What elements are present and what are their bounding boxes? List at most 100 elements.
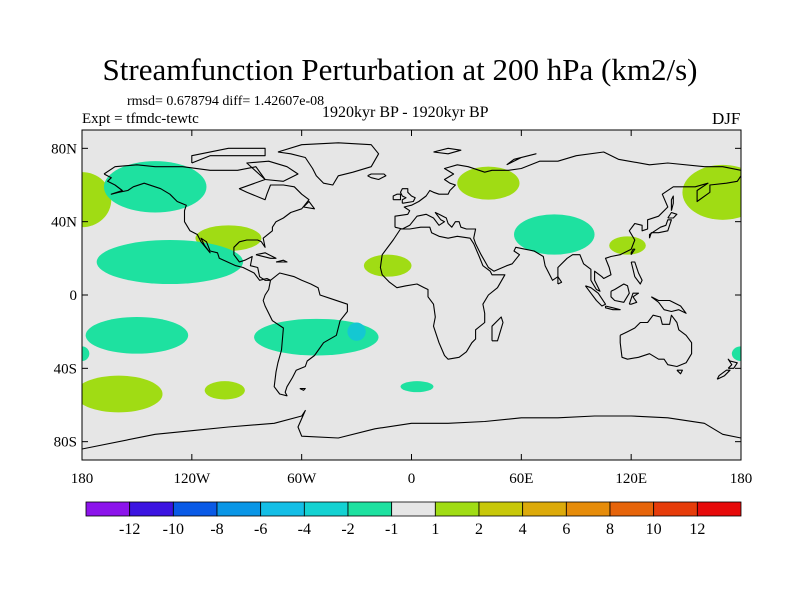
experiment-label: Expt = tfmdc-tewtc bbox=[82, 111, 199, 127]
coastline-falklands bbox=[299, 387, 306, 391]
coastline-hispaniola bbox=[275, 259, 288, 263]
season-label: DJF bbox=[712, 109, 741, 128]
colorbar-box bbox=[303, 501, 349, 517]
colorbar-box bbox=[609, 501, 655, 517]
colorbar-label: 4 bbox=[519, 521, 527, 538]
coastline-philippines bbox=[630, 261, 643, 285]
lat-label: 0 bbox=[70, 288, 78, 304]
coastline-iceland bbox=[367, 173, 387, 181]
colorbar-label: -12 bbox=[119, 521, 140, 538]
colorbar-box bbox=[434, 501, 480, 517]
lat-label: 40N bbox=[51, 215, 77, 231]
coastline-novaya-zemlya bbox=[506, 153, 537, 166]
map-panel: 80N 40N 0 40S 80S 180 120W 60W 0 60E 120E 180 bbox=[51, 129, 752, 487]
colorbar-box bbox=[216, 501, 262, 517]
coastline-sri-lanka bbox=[557, 276, 563, 285]
lon-label: 60W bbox=[287, 471, 317, 487]
coastline-new-zealand-north bbox=[727, 358, 738, 369]
coastline-new-guinea bbox=[650, 296, 687, 314]
coastline-antarctica bbox=[82, 409, 741, 450]
colorbar-label: -1 bbox=[385, 521, 398, 538]
anomaly-cyan-core-south-atlantic bbox=[347, 322, 366, 341]
coastlines bbox=[82, 142, 741, 450]
anomaly-teal-arabia-india bbox=[514, 214, 595, 255]
lon-label: 180 bbox=[730, 471, 753, 487]
colorbar-label: -4 bbox=[298, 521, 311, 538]
colorbar-box bbox=[260, 501, 305, 517]
anomaly-teal-south-atlantic bbox=[254, 318, 379, 356]
anomaly-green-russia bbox=[457, 166, 520, 200]
lat-label: 80S bbox=[54, 435, 77, 451]
coastline-eurasia bbox=[394, 151, 741, 292]
coastline-north-america bbox=[103, 164, 310, 281]
anomaly-layer bbox=[82, 161, 741, 413]
colorbar-label: 6 bbox=[562, 521, 570, 538]
anomaly-green-china bbox=[609, 236, 646, 255]
coastline-taiwan bbox=[630, 248, 636, 256]
coastline-newfoundland bbox=[303, 200, 316, 210]
anomaly-teal-south-of-africa bbox=[400, 381, 434, 393]
coastline-australia bbox=[619, 314, 693, 368]
colorbar-box bbox=[565, 501, 611, 517]
anomaly-green-nw-edge bbox=[82, 172, 112, 228]
lon-label: 180 bbox=[71, 471, 94, 487]
colorbar-label: 12 bbox=[689, 521, 705, 538]
colorbar-label: -2 bbox=[341, 521, 354, 538]
colorbar-box bbox=[696, 501, 742, 517]
coastline-africa bbox=[379, 226, 506, 360]
anomaly-teal-sw-pacific-edge bbox=[731, 346, 741, 361]
lon-label: 60E bbox=[509, 471, 533, 487]
anomaly-teal-w-edge-south bbox=[82, 346, 90, 361]
colorbar-box bbox=[129, 501, 174, 517]
colorbar-box bbox=[653, 501, 698, 517]
coastline-borneo bbox=[610, 283, 630, 303]
coastline-new-zealand-south bbox=[716, 369, 731, 380]
coastline-hokkaido bbox=[667, 211, 678, 219]
colorbar-box bbox=[478, 501, 524, 517]
colorbar-box bbox=[85, 501, 131, 517]
colorbar-label: 1 bbox=[431, 521, 439, 538]
lon-label: 120W bbox=[173, 471, 211, 487]
coastline-madagascar bbox=[491, 316, 504, 342]
coastline-sulawesi bbox=[628, 292, 640, 305]
lat-label: 80N bbox=[51, 141, 77, 157]
colorbar-label: 8 bbox=[606, 521, 614, 538]
coastline-sumatra bbox=[584, 285, 607, 307]
colorbar: -12 -10 -8 -6 -4 -2 -1 1 2 4 6 8 10 12 bbox=[85, 501, 742, 538]
colorbar-label: -10 bbox=[163, 521, 184, 538]
anomaly-green-ne-edge bbox=[682, 164, 741, 220]
colorbar-label: 10 bbox=[646, 521, 662, 538]
colorbar-label: 2 bbox=[475, 521, 483, 538]
period-label: 1920kyr BP - 1920kyr BP bbox=[322, 104, 489, 121]
colorbar-box bbox=[172, 501, 218, 517]
coastline-great-britain bbox=[399, 188, 416, 204]
colorbar-box bbox=[347, 501, 393, 517]
coastline-baffin-island bbox=[246, 160, 299, 182]
axes: 80N 40N 0 40S 80S 180 120W 60W 0 60E 120E 180 bbox=[51, 130, 752, 487]
coastline-tasmania bbox=[676, 369, 683, 375]
anomaly-green-west-africa bbox=[363, 254, 412, 277]
coastline-south-america bbox=[262, 272, 348, 397]
coastline-greenland bbox=[277, 142, 380, 186]
colorbar-label: -6 bbox=[254, 521, 267, 538]
colorbar-box bbox=[391, 501, 436, 517]
stats-label: rmsd= 0.678794 diff= 1.42607e-08 bbox=[127, 94, 325, 109]
anomaly-teal-tropical-pacific bbox=[96, 240, 244, 284]
coastline-sakhalin bbox=[670, 195, 674, 211]
lon-label: 0 bbox=[408, 471, 416, 487]
coastline-cuba bbox=[255, 252, 277, 259]
colorbar-label: -8 bbox=[210, 521, 223, 538]
coastline-svalbard bbox=[433, 147, 462, 155]
anomaly-green-se-pacific bbox=[204, 381, 245, 400]
coastline-ireland bbox=[392, 193, 402, 201]
lon-label: 120E bbox=[615, 471, 647, 487]
coastline-japan bbox=[648, 219, 672, 239]
coastline-java bbox=[604, 305, 621, 311]
colorbar-box bbox=[522, 501, 567, 517]
plot-title: Streamfunction Perturbation at 200 hPa (… bbox=[102, 52, 698, 87]
anomaly-teal-south-pacific bbox=[85, 317, 189, 354]
lat-label: 40S bbox=[54, 361, 77, 377]
coastline-arctic-islands bbox=[191, 147, 266, 164]
anomaly-green-south-pacific bbox=[82, 375, 163, 413]
